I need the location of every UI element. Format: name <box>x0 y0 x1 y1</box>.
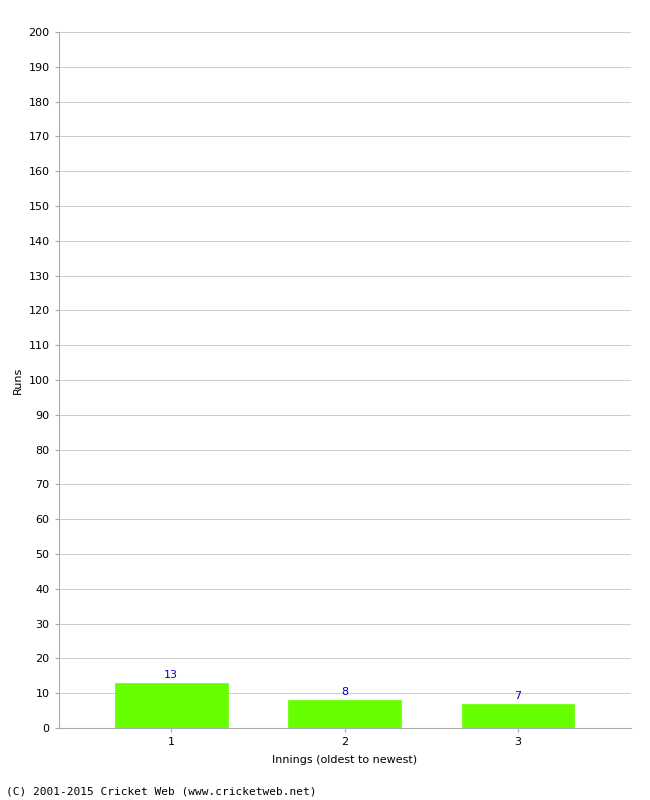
Y-axis label: Runs: Runs <box>13 366 23 394</box>
Text: 7: 7 <box>514 691 521 701</box>
X-axis label: Innings (oldest to newest): Innings (oldest to newest) <box>272 755 417 766</box>
Text: (C) 2001-2015 Cricket Web (www.cricketweb.net): (C) 2001-2015 Cricket Web (www.cricketwe… <box>6 786 317 796</box>
Text: 8: 8 <box>341 687 348 698</box>
Bar <box>462 704 574 728</box>
Bar <box>115 682 228 728</box>
Text: 13: 13 <box>164 670 178 680</box>
Bar <box>288 700 401 728</box>
